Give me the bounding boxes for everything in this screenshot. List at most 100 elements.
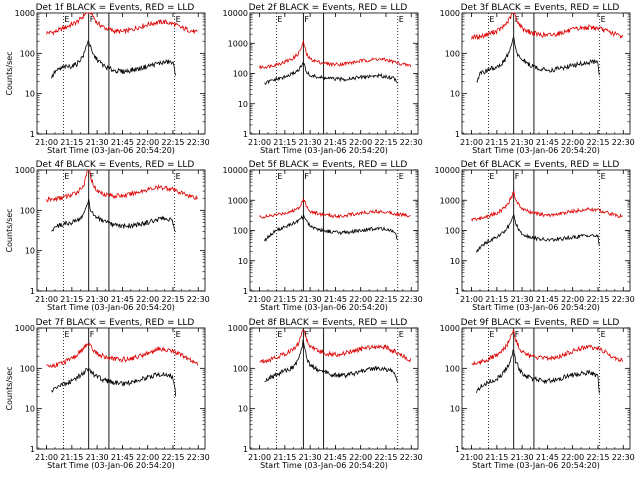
flag-marker: F: [304, 15, 309, 24]
x-tick-label: 22:30: [400, 295, 423, 304]
y-tick-label: 1: [243, 130, 248, 139]
chart-title: Det 4f BLACK = Events, RED = LLD: [36, 160, 195, 170]
flag-marker: E: [601, 15, 606, 24]
y-tick-label: 100: [20, 206, 35, 215]
y-tick-label: 100: [445, 364, 460, 373]
series-line-events: [476, 349, 600, 394]
x-tick-label: 21:30: [511, 138, 534, 147]
x-axis-label: Start Time (03-Jan-06 20:54:20): [472, 461, 600, 470]
y-tick-label: 10: [450, 90, 460, 99]
series-line-lld: [46, 169, 198, 203]
y-tick-label: 10: [238, 100, 248, 109]
x-axis-label: Start Time (03-Jan-06 20:54:20): [47, 461, 175, 470]
x-tick-label: 22:15: [161, 453, 184, 462]
y-tick-label: 100: [20, 364, 35, 373]
x-tick-label: 22:30: [612, 295, 635, 304]
flag-marker: F: [515, 330, 520, 339]
x-tick-label: 22:15: [161, 295, 184, 304]
chart-panel-6: Det 6f BLACK = Events, RED = LLD 1 10 100 10…: [435, 160, 635, 312]
chart-panel-2: Det 2f BLACK = Events, RED = LLD 1 10 100 10…: [223, 3, 423, 155]
series-line-events: [264, 214, 398, 242]
x-axis-label: Start Time (03-Jan-06 20:54:20): [472, 146, 600, 155]
chart-title: Det 7f BLACK = Events, RED = LLD: [36, 318, 195, 328]
series-line-lld: [471, 190, 623, 222]
y-tick-label: 1000: [228, 324, 248, 333]
x-tick-label: 21:15: [485, 138, 508, 147]
x-tick-label: 21:45: [324, 453, 347, 462]
y-tick-label: 1000: [440, 9, 460, 18]
flag-marker: E: [64, 330, 69, 339]
x-tick-label: 21:15: [60, 453, 83, 462]
y-tick-label: 100: [445, 227, 460, 236]
x-axis-label: Start Time (03-Jan-06 20:54:20): [47, 146, 175, 155]
chart-panel-9: Det 9f BLACK = Events, RED = LLD 1 10 100 10…: [440, 318, 635, 470]
chart-title: Det 1f BLACK = Events, RED = LLD: [36, 3, 195, 13]
chart-panel-8: Det 8f BLACK = Events, RED = LLD 1 10 100 10…: [228, 318, 423, 470]
y-tick-label: 10: [238, 405, 248, 414]
x-tick-label: 22:30: [612, 138, 635, 147]
chart-title: Det 3f BLACK = Events, RED = LLD: [461, 3, 620, 13]
x-tick-label: 21:15: [60, 138, 83, 147]
x-axis-label: Start Time (03-Jan-06 20:54:20): [260, 461, 388, 470]
flag-marker: E: [176, 172, 181, 181]
x-tick-label: 22:15: [161, 138, 184, 147]
x-tick-label: 21:15: [273, 138, 296, 147]
y-tick-label: 1: [30, 287, 35, 296]
x-tick-label: 22:00: [136, 453, 159, 462]
y-axis-label: Counts/sec: [5, 366, 14, 410]
x-tick-label: 22:00: [349, 138, 372, 147]
x-tick-label: 21:00: [35, 295, 58, 304]
x-axis-label: Start Time (03-Jan-06 20:54:20): [260, 146, 388, 155]
series-line-events: [51, 40, 177, 79]
x-tick-label: 21:15: [273, 295, 296, 304]
y-tick-label: 1: [455, 445, 460, 454]
x-tick-label: 22:00: [561, 138, 584, 147]
flag-marker: E: [64, 15, 69, 24]
x-axis-label: Start Time (03-Jan-06 20:54:20): [47, 303, 175, 312]
flag-marker: E: [399, 15, 404, 24]
x-tick-label: 21:00: [460, 453, 483, 462]
x-tick-label: 21:30: [86, 138, 109, 147]
x-tick-label: 21:15: [273, 453, 296, 462]
x-tick-label: 21:00: [35, 138, 58, 147]
plot-frame: [36, 12, 206, 135]
x-tick-label: 22:30: [400, 138, 423, 147]
x-tick-label: 21:30: [511, 295, 534, 304]
x-tick-label: 21:00: [248, 453, 271, 462]
x-tick-label: 21:30: [511, 453, 534, 462]
x-tick-label: 22:00: [136, 138, 159, 147]
x-tick-label: 21:30: [299, 453, 322, 462]
x-tick-label: 22:30: [400, 453, 423, 462]
x-tick-label: 22:30: [187, 295, 210, 304]
y-tick-label: 1: [30, 130, 35, 139]
x-tick-label: 21:00: [35, 453, 58, 462]
chart-title: Det 6f BLACK = Events, RED = LLD: [461, 160, 620, 170]
x-tick-label: 21:45: [324, 138, 347, 147]
plot-frame: [461, 12, 631, 135]
y-tick-label: 10: [25, 247, 35, 256]
series-line-events: [476, 213, 600, 253]
x-tick-label: 22:15: [586, 295, 609, 304]
series-line-lld: [259, 198, 411, 219]
series-line-lld: [471, 328, 623, 366]
x-tick-label: 22:15: [374, 295, 397, 304]
series-line-events: [264, 61, 398, 85]
x-tick-label: 22:00: [349, 295, 372, 304]
series-line-lld: [46, 342, 198, 368]
y-tick-label: 10000: [223, 166, 248, 175]
x-tick-label: 21:45: [536, 295, 559, 304]
x-tick-label: 21:45: [111, 138, 134, 147]
flag-marker: E: [601, 172, 606, 181]
y-tick-label: 10000: [435, 166, 460, 175]
y-tick-label: 10: [238, 257, 248, 266]
x-axis-label: Start Time (03-Jan-06 20:54:20): [260, 303, 388, 312]
y-tick-label: 1000: [15, 324, 35, 333]
x-tick-label: 21:00: [460, 295, 483, 304]
plot-frame: [249, 327, 419, 450]
y-tick-label: 1: [243, 445, 248, 454]
y-tick-label: 100: [233, 364, 248, 373]
chart-panel-1: Det 1f BLACK = Events, RED = LLD 1 10 100 10…: [5, 3, 210, 155]
x-tick-label: 22:00: [561, 295, 584, 304]
